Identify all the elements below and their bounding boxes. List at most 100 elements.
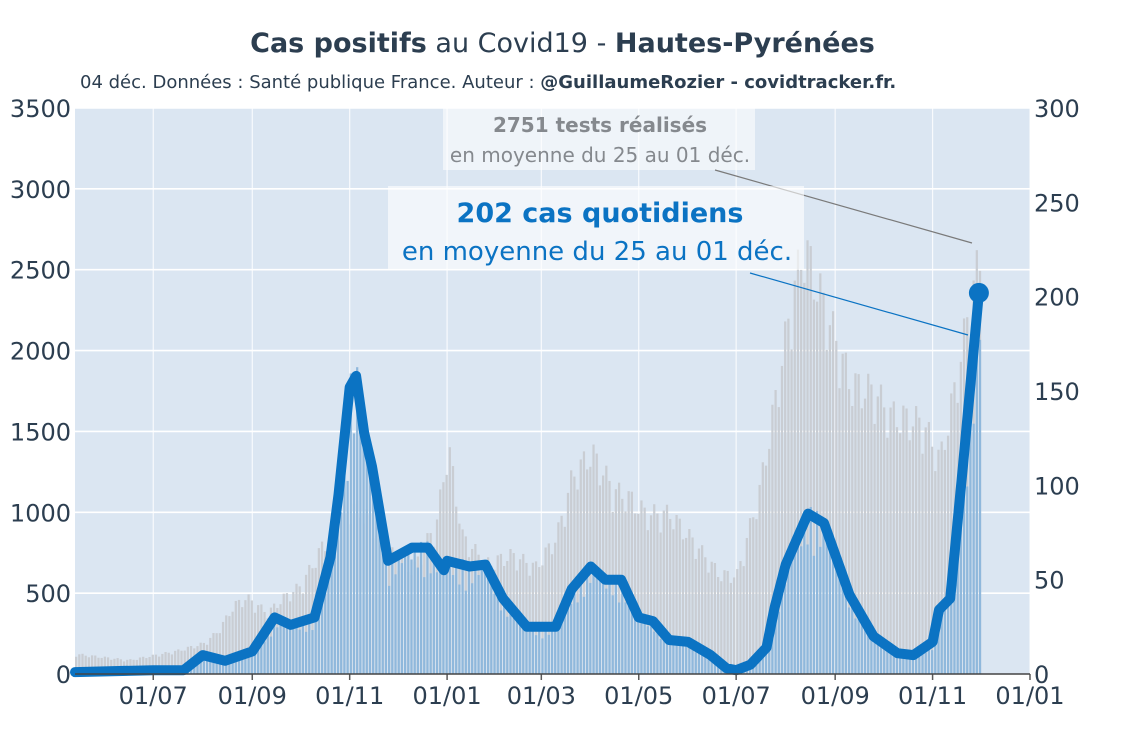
tests-bar [231, 611, 234, 674]
tests-bar [930, 446, 934, 674]
tests-bar [793, 280, 796, 674]
cases-bar [924, 652, 927, 674]
cases-bar [340, 512, 343, 674]
cases-bar [547, 634, 550, 674]
cases-bar [764, 652, 768, 674]
x-tick-label: 01/07 [119, 682, 188, 710]
cases-bar [768, 638, 771, 674]
cases-bar [579, 574, 582, 674]
cases-bar [301, 619, 305, 674]
cases-bar [694, 652, 697, 674]
tests-bar [180, 650, 183, 674]
cases-average-line [70, 282, 989, 678]
cases-bar [851, 593, 854, 674]
tests-bar [800, 269, 803, 674]
tests-bar [819, 273, 822, 674]
cases-bar [822, 517, 825, 674]
tests-bar [790, 349, 793, 674]
cases-bar [800, 546, 803, 674]
x-tick-label: 01/09 [218, 682, 287, 710]
cases-bar [557, 623, 560, 674]
cases-bar [816, 510, 819, 674]
tests-bar [170, 654, 174, 674]
cases-bar [266, 627, 269, 674]
cases-bar [196, 659, 199, 674]
cases-bar [704, 650, 707, 674]
cases-bar [346, 480, 349, 674]
tests-bar [844, 352, 847, 674]
cases-bar [656, 622, 659, 674]
cases-bar [288, 625, 292, 674]
cases-bar [940, 606, 943, 674]
cases-bar [263, 641, 266, 674]
tests-bar [665, 504, 669, 674]
cases-bar [247, 654, 250, 674]
cases-bar [228, 662, 231, 674]
cases-bar [330, 558, 333, 674]
tests-annotation-leader [714, 169, 973, 244]
cases-bar [518, 620, 522, 674]
cases-bar [975, 315, 978, 674]
cases-bar [825, 542, 828, 674]
tests-bar [688, 529, 691, 674]
tests-bar [234, 600, 237, 674]
cases-bar [515, 613, 519, 674]
tests-bar [218, 633, 221, 674]
tests-bar [771, 404, 774, 674]
cases-bar [576, 602, 579, 674]
cases-bar [442, 573, 445, 674]
cases-bar [464, 590, 467, 674]
cases-bar [624, 602, 627, 674]
tests-bar [732, 577, 736, 674]
tests-bar [886, 437, 889, 674]
cases-bar [295, 622, 298, 674]
cases-bar [349, 373, 352, 674]
cases-bar [844, 577, 847, 674]
tests-annotation-subtitle: en moyenne du 25 au 01 déc. [450, 143, 750, 167]
cases-bar [918, 654, 921, 674]
cases-bar [419, 541, 423, 674]
cases-bar [461, 559, 464, 674]
y-right-tick-label: 150 [1034, 378, 1080, 406]
tests-bar [225, 615, 228, 674]
tests-bar [726, 570, 729, 674]
title-part-2: au Covid19 - [426, 28, 615, 59]
cases-bar [758, 657, 761, 674]
tests-bar [806, 240, 809, 674]
cases-bar [506, 616, 509, 674]
cases-bar [819, 546, 822, 674]
y-right-tick-label: 200 [1034, 284, 1080, 312]
tests-bar [451, 466, 455, 674]
tests-bar [784, 321, 787, 674]
tests-bar [633, 513, 637, 674]
cases-bar [250, 652, 253, 674]
tests-bar [541, 565, 544, 674]
tests-bar [796, 249, 800, 674]
tests-bar [860, 408, 863, 674]
y-left-tick-label: 0 [56, 661, 71, 689]
cases-bar [640, 621, 643, 674]
tests-bar [934, 471, 937, 674]
last-value-marker [968, 282, 989, 303]
cases-bar [969, 383, 972, 674]
tests-bar [902, 405, 905, 674]
cases-bar [534, 635, 538, 674]
y-right-tick-label: 0 [1034, 661, 1049, 689]
cases-bar [381, 553, 384, 674]
y-right-tick-label: 250 [1034, 189, 1080, 217]
tests-bar [857, 374, 860, 674]
cases-bar [212, 657, 215, 674]
cases-bar [883, 648, 886, 674]
cases-bar [784, 584, 787, 674]
tests-bar [720, 581, 723, 674]
cases-bar [972, 423, 975, 674]
cases-bar [483, 567, 487, 674]
cases-bar [873, 636, 876, 674]
tests-bar [579, 459, 582, 674]
cases-bar [362, 423, 365, 674]
cases-bar [643, 618, 646, 674]
tests-bar [937, 449, 940, 674]
tests-bar [918, 417, 921, 674]
y-left-tick-label: 2000 [10, 338, 71, 366]
cases-line-path [70, 287, 984, 678]
